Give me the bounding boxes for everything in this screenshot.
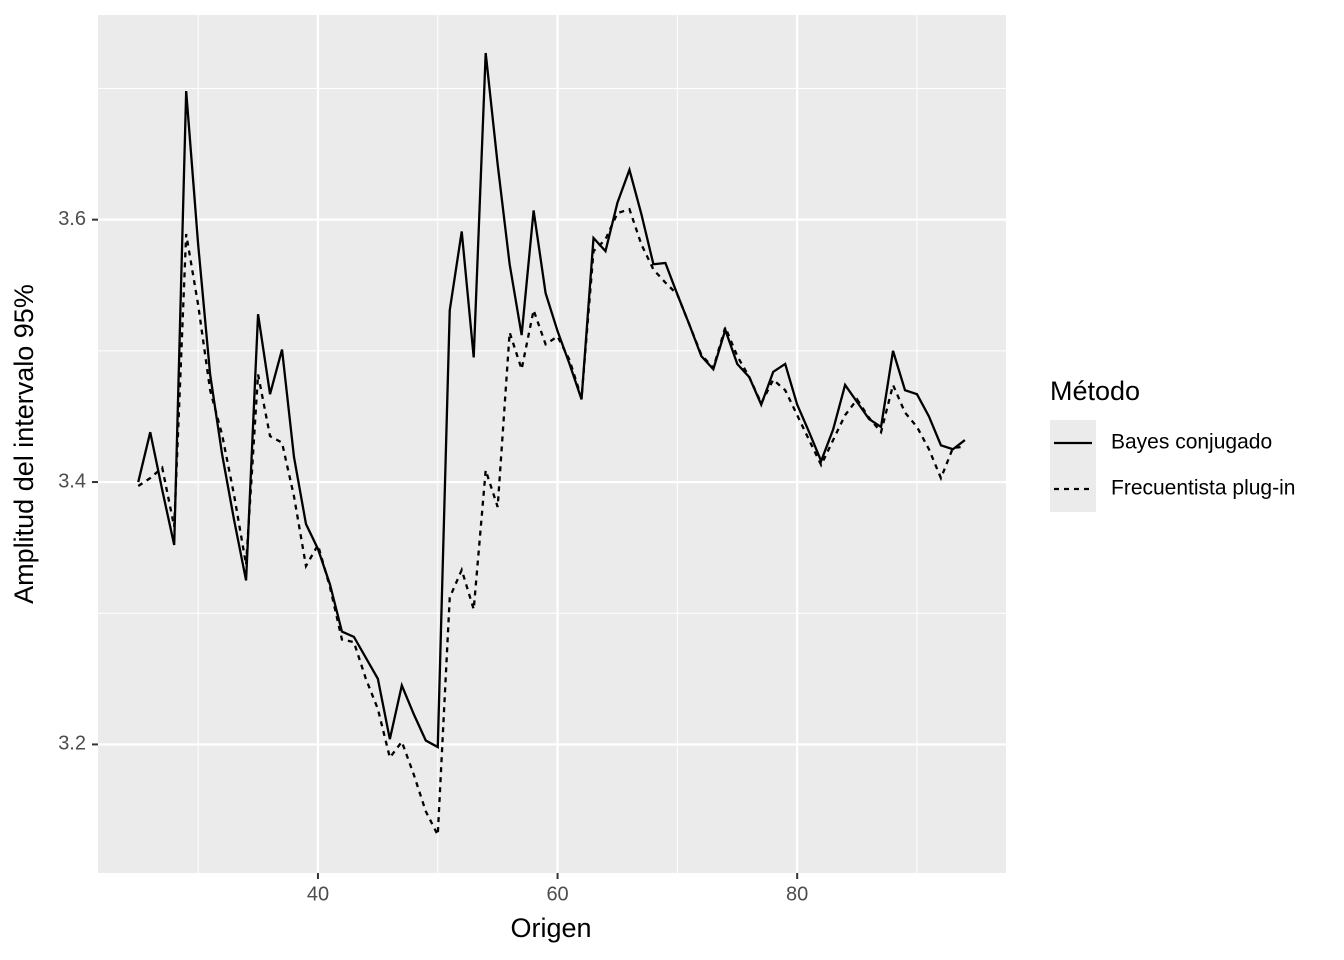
y-tick-label: 3.4 [58, 470, 86, 492]
line [137, 52, 966, 749]
y-tick-label: 3.2 [58, 733, 86, 755]
y-tick-label: 3.6 [58, 208, 86, 230]
legend: Método Bayes conjugado Frecuentista plug-… [1050, 376, 1295, 512]
x-axis-label: Origen [510, 913, 591, 943]
x-tick-label: 80 [786, 883, 808, 905]
panel [98, 15, 1006, 873]
y-axis-label: Amplitud del intervalo 95% [9, 284, 39, 604]
x-tick-label: 40 [307, 883, 329, 905]
x-tick-label: 60 [546, 883, 568, 905]
legend-title: Método [1050, 376, 1140, 406]
line [137, 207, 966, 840]
legend-label: Bayes conjugado [1111, 431, 1272, 454]
legend-label: Frecuentista plug-in [1111, 477, 1295, 500]
